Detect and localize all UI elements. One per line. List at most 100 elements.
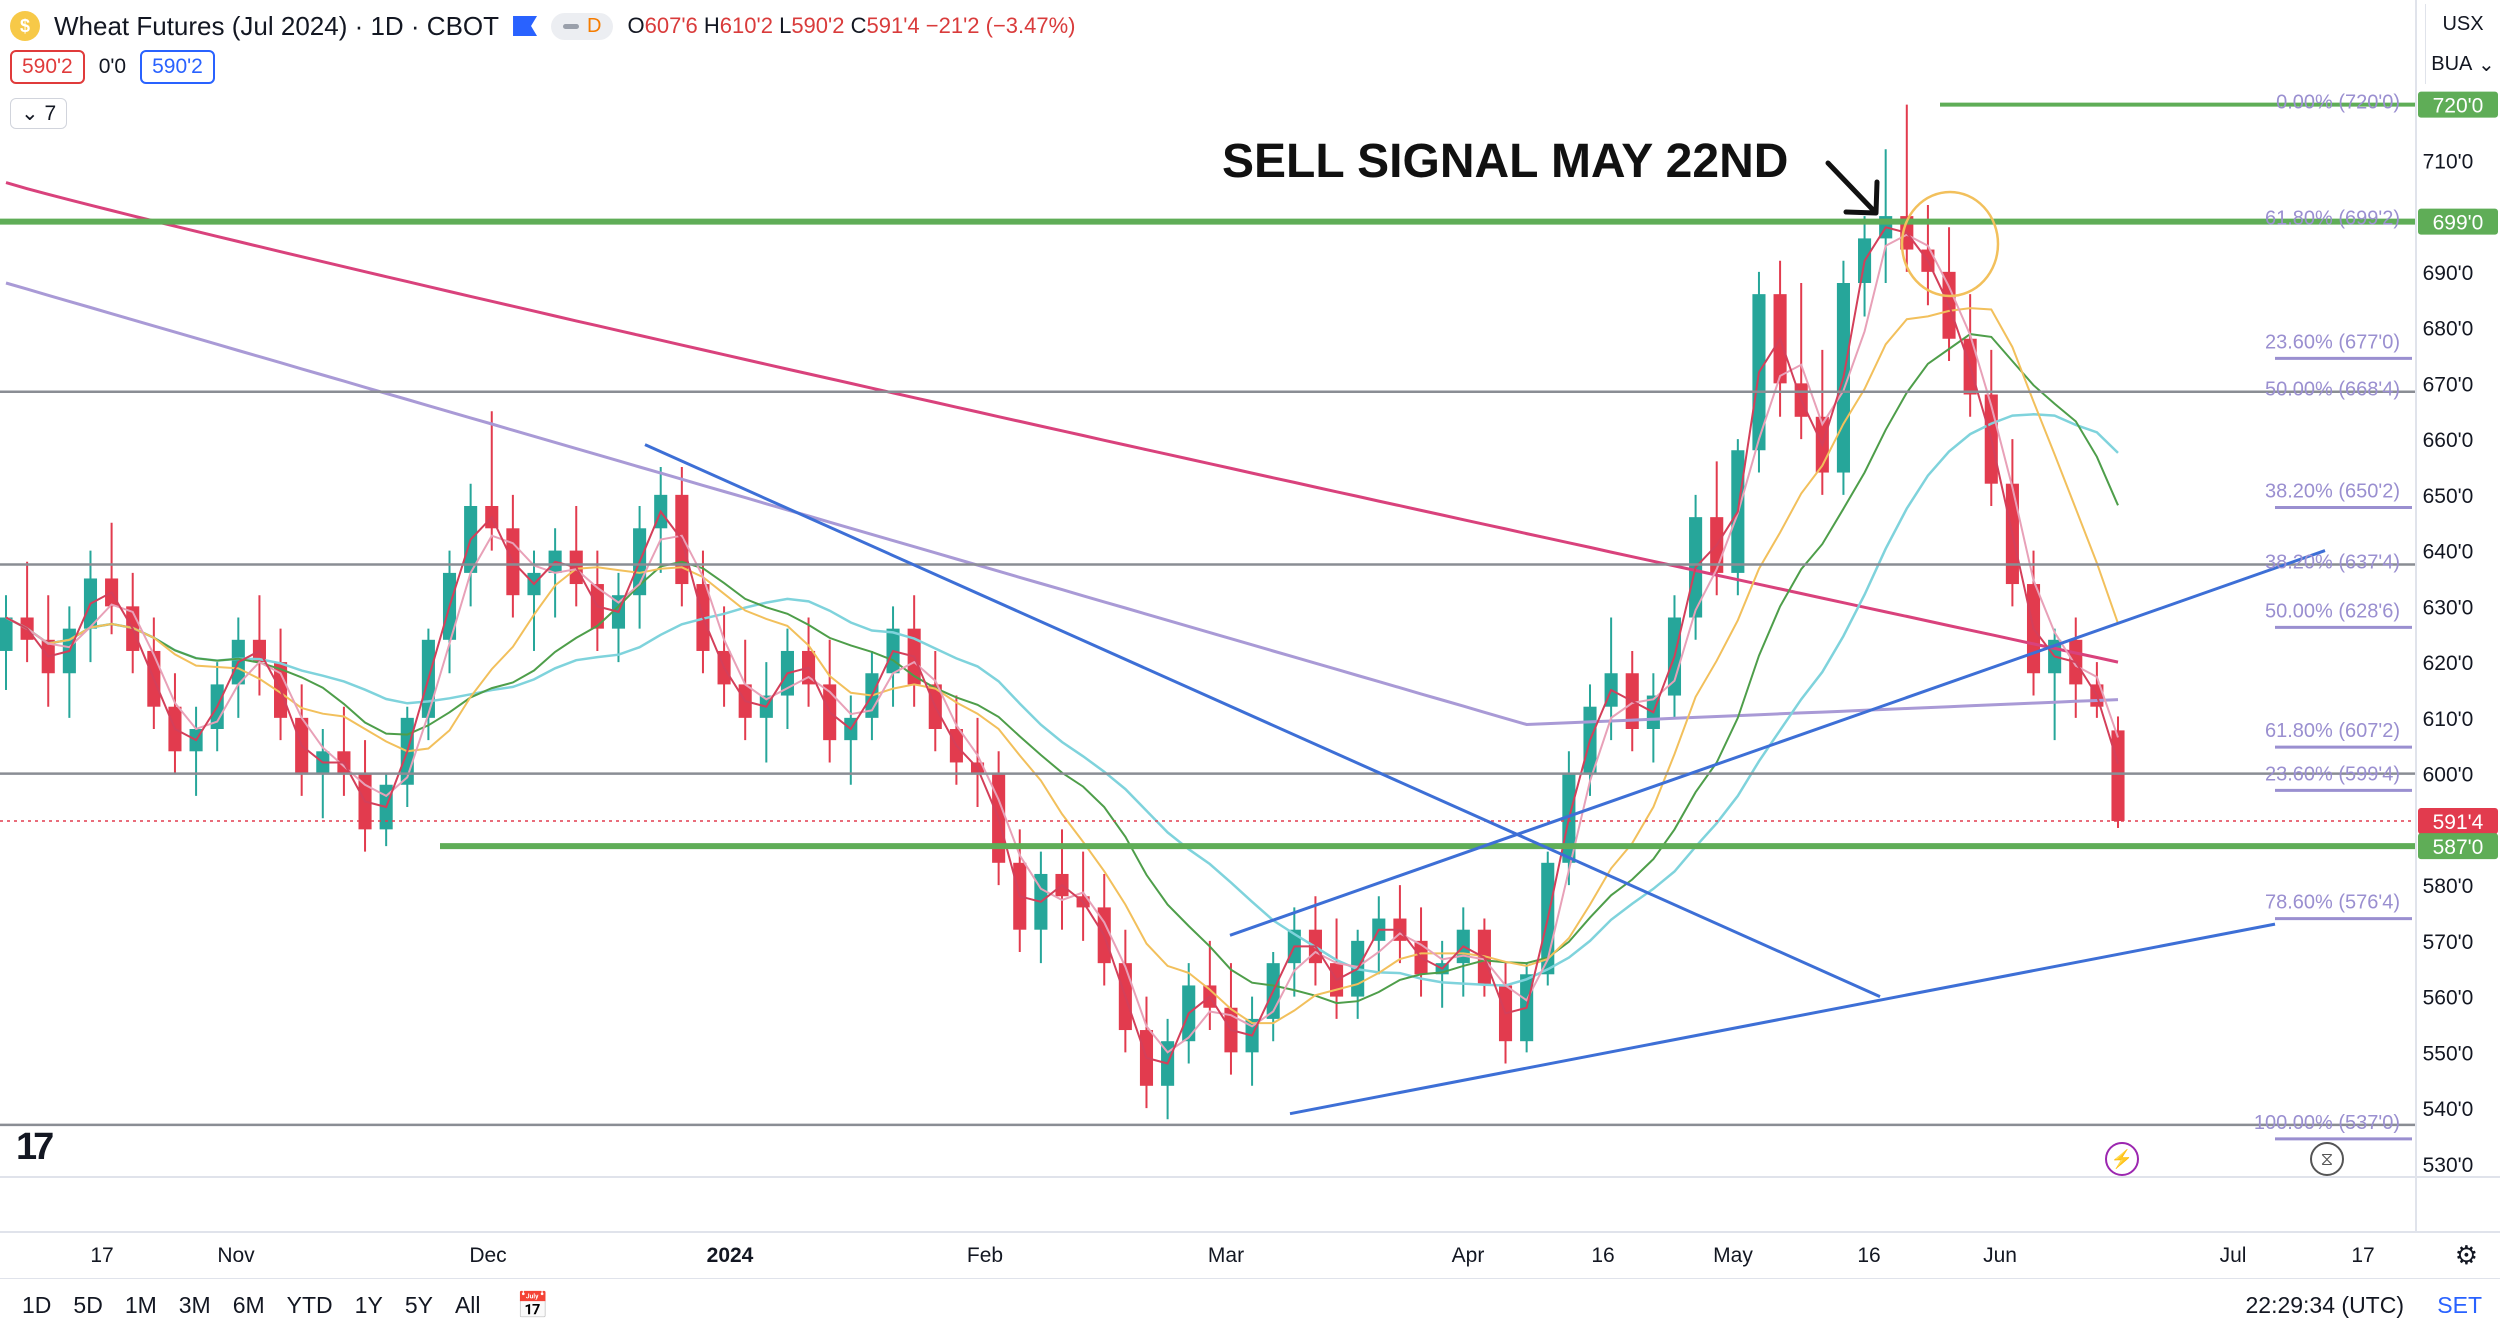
price-axis-label: 620'0 — [2423, 652, 2474, 675]
timeframe-all[interactable]: All — [454, 1291, 481, 1318]
timeframe-3m[interactable]: 3M — [178, 1291, 211, 1318]
candle — [1794, 283, 1808, 440]
timeframe-6m[interactable]: 6M — [232, 1291, 265, 1318]
candle — [1034, 851, 1048, 964]
fib-label: 23.60% (599'4) — [2265, 763, 2400, 785]
candle — [83, 550, 98, 663]
sell-signal-annotation: SELL SIGNAL MAY 22ND — [1222, 135, 1788, 188]
ohlc-high: 610'2 — [719, 13, 773, 38]
timeframe-ytd[interactable]: YTD — [286, 1291, 333, 1318]
candle — [633, 506, 647, 629]
candle — [949, 695, 963, 785]
ma-200-line — [5, 181, 2119, 664]
fib-label: 50.00% (628'6) — [2265, 600, 2400, 622]
candle — [1266, 952, 1280, 1042]
price-axis-label: 630'0 — [2423, 596, 2474, 619]
price-axis-label: 550'0 — [2423, 1042, 2474, 1065]
downtrend-line — [644, 443, 1881, 998]
price-badge-label: 587'0 — [2433, 836, 2484, 859]
ohlc-change: −21'2 (−3.47%) — [925, 13, 1076, 38]
quote-row: 590'2 0'0 590'2 — [10, 50, 215, 84]
ohlc-readout: O607'6 H610'2 L590'2 C591'4 −21'2 (−3.47… — [627, 13, 1075, 39]
timeframe-5y[interactable]: 5Y — [404, 1291, 433, 1318]
indicators-count: 7 — [44, 102, 57, 125]
settings-link[interactable]: SET — [2437, 1291, 2482, 1318]
price-badge-label: 699'0 — [2433, 212, 2484, 235]
dash-icon — [563, 23, 580, 29]
tradingview-logo[interactable]: 17 — [16, 1126, 54, 1168]
candle — [1984, 349, 1998, 506]
timeframe-1m[interactable]: 1M — [124, 1291, 157, 1318]
price-axis-label: 650'0 — [2423, 485, 2474, 508]
flag-icon[interactable] — [513, 16, 538, 36]
ohlc-low-key: L — [779, 13, 792, 38]
fib-label: 100.00% (537'0) — [2254, 1112, 2400, 1134]
price-axis-label: 600'0 — [2423, 764, 2474, 787]
ma-5-line — [5, 226, 2119, 1065]
indicators-toggle[interactable]: ⌄ 7 — [10, 98, 68, 129]
candle — [569, 506, 583, 607]
time-axis-label: 17 — [90, 1244, 113, 1267]
calendar-icon[interactable]: 📅 — [516, 1289, 549, 1320]
gear-icon[interactable]: ⚙ — [2454, 1240, 2478, 1270]
timeframe-5d[interactable]: 5D — [73, 1291, 103, 1318]
price-badge-label: 591'4 — [2433, 811, 2484, 834]
ohlc-low: 590'2 — [791, 13, 845, 38]
timeframe-1d[interactable]: 1D — [22, 1291, 52, 1318]
candle — [907, 595, 921, 707]
candle — [1435, 940, 1449, 1008]
price-badge: 720'0 — [2418, 91, 2498, 118]
fib-label: 38.20% (637'4) — [2265, 552, 2400, 574]
price-axis-label: 610'0 — [2423, 708, 2474, 731]
time-axis-label: 16 — [1857, 1244, 1880, 1267]
hourglass-icon[interactable]: ⧖ — [2310, 1142, 2344, 1176]
fib-label: 78.60% (576'4) — [2265, 892, 2400, 914]
fib-label: 61.80% (607'2) — [2265, 720, 2400, 742]
clock-readout[interactable]: 22:29:34 (UTC) — [2245, 1291, 2404, 1318]
chevron-down-icon: ⌄ — [21, 102, 39, 125]
price-badge-bg — [2418, 91, 2498, 118]
uptrend-line-upper — [1229, 549, 2326, 937]
candle — [2111, 716, 2125, 828]
currency-label: USX — [2442, 12, 2484, 35]
chart-header: $ Wheat Futures (Jul 2024) · 1D · CBOT D… — [0, 0, 1076, 52]
interval-badge: D — [587, 14, 602, 37]
time-axis-label: Apr — [1452, 1244, 1485, 1267]
candle — [802, 617, 816, 707]
currency-selector[interactable]: USX — [2425, 4, 2500, 44]
fib-label: 50.00% (668'4) — [2265, 379, 2400, 401]
time-axis-label: Feb — [967, 1244, 1003, 1267]
sell-quote-button[interactable]: 590'2 — [10, 50, 85, 84]
sell-signal-circle — [1900, 190, 2000, 298]
ohlc-close: 591'4 — [866, 13, 920, 38]
uptrend-line-lower — [1289, 922, 2276, 1116]
price-badge: 591'4 — [2418, 807, 2498, 834]
candle — [358, 740, 372, 852]
buy-quote-button[interactable]: 590'2 — [140, 50, 215, 84]
candle — [0, 595, 13, 690]
candle — [62, 606, 76, 718]
candle-body — [2111, 730, 2125, 821]
time-axis-label: Jul — [2220, 1244, 2247, 1267]
interval-pill[interactable]: D — [551, 12, 614, 40]
price-axis-label: 640'0 — [2423, 541, 2474, 564]
lightning-icon[interactable]: ⚡ — [2105, 1142, 2139, 1176]
price-axis-label: 660'0 — [2423, 429, 2474, 452]
price-axis-label: 540'0 — [2423, 1098, 2474, 1121]
price-axis-label: 530'0 — [2423, 1154, 2474, 1177]
time-axis-label: May — [1713, 1244, 1753, 1267]
timeframe-1y[interactable]: 1Y — [354, 1291, 383, 1318]
chevron-down-icon: ⌄ — [2477, 53, 2495, 76]
time-axis-label: 2024 — [707, 1244, 754, 1267]
unit-selector[interactable]: BUA ⌄ — [2425, 44, 2500, 84]
symbol-title[interactable]: Wheat Futures (Jul 2024) · 1D · CBOT — [54, 10, 500, 41]
fib-label: 0.00% (720'0) — [2276, 92, 2400, 114]
time-axis-label: Mar — [1208, 1244, 1244, 1267]
price-axis-label: 690'0 — [2423, 262, 2474, 285]
candle-body — [0, 617, 13, 651]
candle — [1372, 896, 1386, 975]
candle — [506, 494, 520, 618]
price-axis-label: 570'0 — [2423, 931, 2474, 954]
ohlc-open-key: O — [627, 13, 645, 38]
